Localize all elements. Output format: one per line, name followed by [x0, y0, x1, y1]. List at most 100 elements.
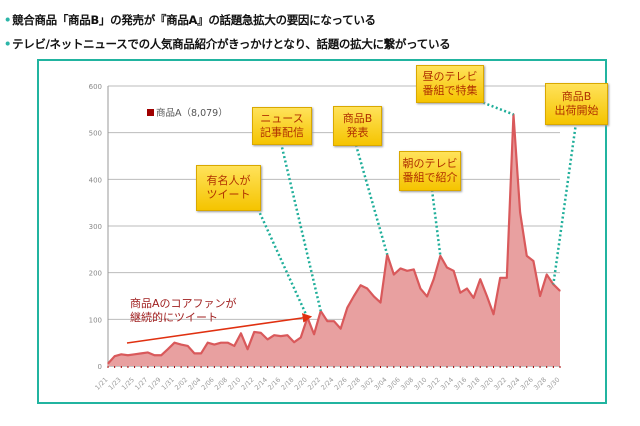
- data-point: [260, 332, 262, 334]
- annotation-line: 番組で紹介: [402, 171, 458, 184]
- data-point: [273, 334, 275, 336]
- x-tick-label: 3/16: [452, 376, 468, 392]
- data-point: [506, 277, 508, 279]
- data-point: [413, 268, 415, 270]
- data-point: [419, 287, 422, 290]
- x-tick-label: 3/18: [466, 376, 482, 392]
- data-point: [167, 348, 169, 350]
- data-point: [220, 342, 222, 344]
- annotation-celebrity-tweet: 有名人が ツイート: [196, 165, 261, 211]
- annotation-line: 番組で特集: [422, 84, 478, 97]
- data-point: [393, 273, 395, 276]
- data-point: [433, 278, 435, 280]
- data-point: [459, 292, 461, 294]
- x-tick-label: 2/26: [333, 376, 349, 392]
- annotation-line: 朝のテレビ: [402, 157, 458, 170]
- y-tick-label: 400: [89, 176, 102, 184]
- data-point: [266, 338, 269, 340]
- data-point: [180, 343, 182, 346]
- data-point: [193, 352, 196, 354]
- x-tick-label: 3/02: [359, 376, 375, 392]
- data-point: [492, 313, 495, 315]
- annotation-line: 商品B: [342, 112, 373, 125]
- trend-arrow: [126, 313, 313, 344]
- data-point: [453, 270, 455, 272]
- data-point: [399, 267, 402, 270]
- data-point: [253, 331, 255, 333]
- data-point: [353, 295, 355, 297]
- data-point: [286, 334, 289, 336]
- data-point: [486, 295, 488, 297]
- data-point: [280, 335, 282, 337]
- data-point: [373, 295, 375, 298]
- x-tick-label: 3/30: [545, 376, 561, 392]
- y-tick-label: 300: [89, 223, 102, 231]
- data-point: [233, 345, 235, 347]
- annotation-line: ツイート: [206, 188, 251, 201]
- y-tick-label: 600: [89, 83, 102, 91]
- bullet-2-text: テレビ/ネットニュースでの人気商品紹介がきっかけとなり、話題の拡大に繋がっている: [12, 37, 451, 51]
- data-point: [499, 277, 501, 279]
- annotation-line: ニュース: [260, 112, 304, 125]
- data-point: [107, 363, 109, 365]
- data-point: [426, 295, 428, 298]
- x-tick-label: 2/02: [173, 376, 189, 392]
- x-tick-label: 2/22: [306, 376, 322, 392]
- x-tick-label: 3/24: [506, 376, 522, 392]
- data-point: [213, 343, 215, 346]
- data-point: [293, 341, 295, 343]
- data-point: [120, 353, 122, 355]
- data-point: [466, 287, 468, 290]
- data-point: [160, 354, 162, 356]
- data-point: [240, 332, 242, 334]
- annotation-leader-line: [354, 144, 389, 255]
- annotation-line: 昼のテレビ: [422, 70, 478, 83]
- annotation-morning-tv: 朝のテレビ 番組で紹介: [399, 151, 461, 191]
- x-tick-label: 1/21: [93, 376, 109, 392]
- x-tick-label: 1/23: [107, 376, 123, 392]
- data-point: [479, 278, 481, 280]
- data-point: [313, 333, 315, 335]
- x-tick-label: 2/10: [226, 376, 242, 392]
- annotation-leader-line: [430, 189, 442, 257]
- annotation-leader-line: [552, 122, 578, 285]
- bullet-1: •競合商品「商品B」の発売が『商品A』の話題急拡大の要因になっている: [4, 13, 376, 27]
- legend: 商品A（8,079）: [147, 105, 228, 119]
- arrow-note: 商品Aのコアファンが 継続的にツイート: [130, 297, 237, 325]
- annotation-product-b-shipping: 商品B 出荷開始: [545, 83, 608, 125]
- x-tick-label: 3/10: [412, 376, 428, 392]
- data-point: [227, 342, 229, 344]
- annotation-line: 有名人が: [206, 174, 251, 187]
- annotation-product-b-announce: 商品B 発表: [333, 106, 382, 146]
- x-tick-label: 3/26: [519, 376, 535, 392]
- arrow-note-line-2: 継続的にツイート: [130, 311, 218, 324]
- bullet-1-text: 競合商品「商品B」の発売が『商品A』の話題急拡大の要因になっている: [12, 13, 376, 27]
- x-tick-label: 3/06: [386, 376, 402, 392]
- arrow-note-line-1: 商品Aのコアファンが: [130, 297, 237, 310]
- data-point: [406, 270, 408, 272]
- annotation-line: 記事配信: [260, 126, 304, 139]
- x-tick-label: 3/08: [399, 376, 415, 392]
- x-tick-label: 2/06: [200, 376, 216, 392]
- data-point: [326, 320, 328, 322]
- data-point: [439, 255, 441, 257]
- annotation-line: 出荷開始: [554, 104, 599, 117]
- data-point: [200, 352, 202, 354]
- x-tick-label: 1/27: [133, 376, 149, 392]
- x-tick-label: 2/14: [253, 376, 269, 392]
- x-tick-label: 2/08: [213, 376, 229, 392]
- annotation-line: 商品B: [561, 90, 592, 103]
- y-tick-label: 200: [89, 270, 102, 278]
- data-point: [187, 345, 189, 347]
- bullet-2: •テレビ/ネットニュースでの人気商品紹介がきっかけとなり、話題の拡大に繋がってい…: [4, 37, 451, 51]
- chart-frame: [37, 59, 607, 404]
- data-point: [133, 353, 136, 355]
- y-tick-label: 500: [89, 130, 102, 138]
- data-point: [340, 328, 342, 330]
- data-point: [526, 255, 528, 257]
- x-tick-label: 2/28: [346, 376, 362, 392]
- x-tick-label: 2/12: [240, 376, 256, 392]
- area-fill: [108, 114, 560, 366]
